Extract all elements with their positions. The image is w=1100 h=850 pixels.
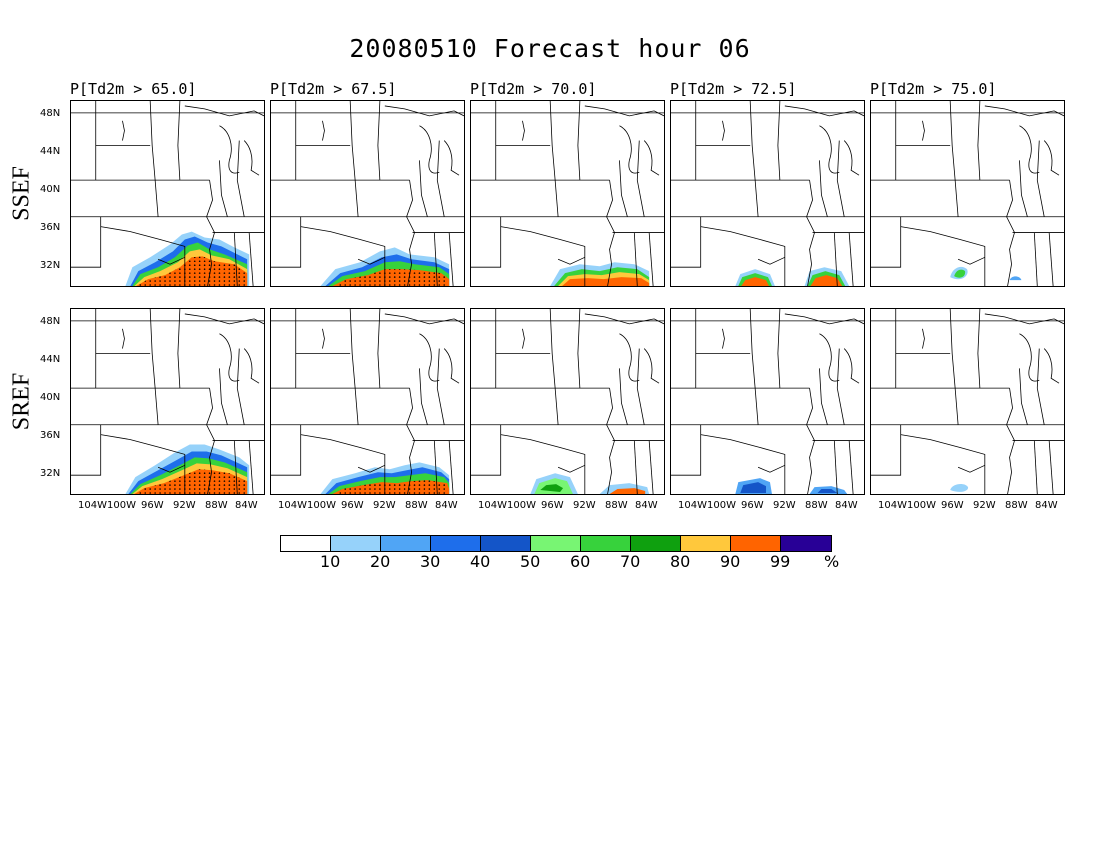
lon-tick-label: 88W	[805, 500, 828, 511]
lon-tick-label: 88W	[205, 500, 228, 511]
lon-tick-label: 100W	[507, 500, 536, 511]
lon-tick-label: 104W	[878, 500, 907, 511]
lon-tick-label: 84W	[635, 500, 658, 511]
map-panel-sref-0	[70, 308, 265, 495]
lat-tick-label: 44N	[40, 146, 61, 157]
lon-tick-label: 96W	[541, 500, 564, 511]
map-panel-ssef-3	[670, 100, 865, 287]
legend-swatch-0	[281, 536, 331, 551]
legend-swatch-3	[431, 536, 481, 551]
lon-tick-label: 104W	[78, 500, 107, 511]
lon-tick-label: 88W	[605, 500, 628, 511]
legend-swatch-7	[631, 536, 681, 551]
color-legend	[280, 535, 832, 552]
legend-label: 10	[320, 552, 341, 571]
lon-tick-label: 96W	[941, 500, 964, 511]
legend-label: 70	[620, 552, 641, 571]
legend-swatch-4	[481, 536, 531, 551]
legend-label: 60	[570, 552, 591, 571]
figure-title: 20080510 Forecast hour 06	[349, 34, 751, 63]
column-label-4: P[Td2m > 75.0]	[870, 80, 997, 98]
legend-label: 90	[720, 552, 741, 571]
legend-swatch-1	[331, 536, 381, 551]
lon-tick-label: 84W	[235, 500, 258, 511]
lon-tick-label: 92W	[573, 500, 596, 511]
lon-tick-label: 100W	[307, 500, 336, 511]
legend-swatch-9	[731, 536, 781, 551]
legend-unit: %	[824, 552, 840, 571]
lon-tick-label: 96W	[741, 500, 764, 511]
legend-swatch-8	[681, 536, 731, 551]
lon-tick-label: 100W	[107, 500, 136, 511]
lat-tick-label: 32N	[40, 260, 61, 271]
legend-label: 99	[770, 552, 791, 571]
lon-tick-label: 104W	[678, 500, 707, 511]
lon-tick-label: 100W	[707, 500, 736, 511]
lon-tick-label: 88W	[405, 500, 428, 511]
lon-tick-label: 92W	[973, 500, 996, 511]
lat-tick-label: 44N	[40, 354, 61, 365]
map-panel-ssef-4	[870, 100, 1065, 287]
lon-tick-label: 84W	[1035, 500, 1058, 511]
lon-tick-label: 92W	[373, 500, 396, 511]
lon-tick-label: 96W	[141, 500, 164, 511]
lon-tick-label: 92W	[773, 500, 796, 511]
column-label-0: P[Td2m > 65.0]	[70, 80, 197, 98]
legend-label: 40	[470, 552, 491, 571]
legend-label: 50	[520, 552, 541, 571]
map-panel-sref-4	[870, 308, 1065, 495]
lon-tick-label: 92W	[173, 500, 196, 511]
legend-swatch-5	[531, 536, 581, 551]
lat-tick-label: 40N	[40, 392, 61, 403]
column-label-2: P[Td2m > 70.0]	[470, 80, 597, 98]
lon-tick-label: 88W	[1005, 500, 1028, 511]
row-label-ssef: SSEF	[8, 166, 35, 221]
lon-tick-label: 100W	[907, 500, 936, 511]
lon-tick-label: 84W	[435, 500, 458, 511]
map-panel-ssef-0	[70, 100, 265, 287]
legend-swatch-2	[381, 536, 431, 551]
lat-tick-label: 40N	[40, 184, 61, 195]
legend-swatch-6	[581, 536, 631, 551]
legend-label: 80	[670, 552, 691, 571]
column-label-3: P[Td2m > 72.5]	[670, 80, 797, 98]
lon-tick-label: 104W	[278, 500, 307, 511]
lat-tick-label: 48N	[40, 316, 61, 327]
map-panel-sref-1	[270, 308, 465, 495]
lat-tick-label: 48N	[40, 108, 61, 119]
map-panel-ssef-1	[270, 100, 465, 287]
lon-tick-label: 96W	[341, 500, 364, 511]
lat-tick-label: 36N	[40, 430, 61, 441]
lon-tick-label: 104W	[478, 500, 507, 511]
legend-label: 30	[420, 552, 441, 571]
column-label-1: P[Td2m > 67.5]	[270, 80, 397, 98]
legend-label: 20	[370, 552, 391, 571]
map-panel-sref-3	[670, 308, 865, 495]
lat-tick-label: 36N	[40, 222, 61, 233]
row-label-sref: SREF	[8, 372, 35, 431]
lon-tick-label: 84W	[835, 500, 858, 511]
map-panel-sref-2	[470, 308, 665, 495]
map-panel-ssef-2	[470, 100, 665, 287]
legend-swatch-10	[781, 536, 831, 551]
lat-tick-label: 32N	[40, 468, 61, 479]
